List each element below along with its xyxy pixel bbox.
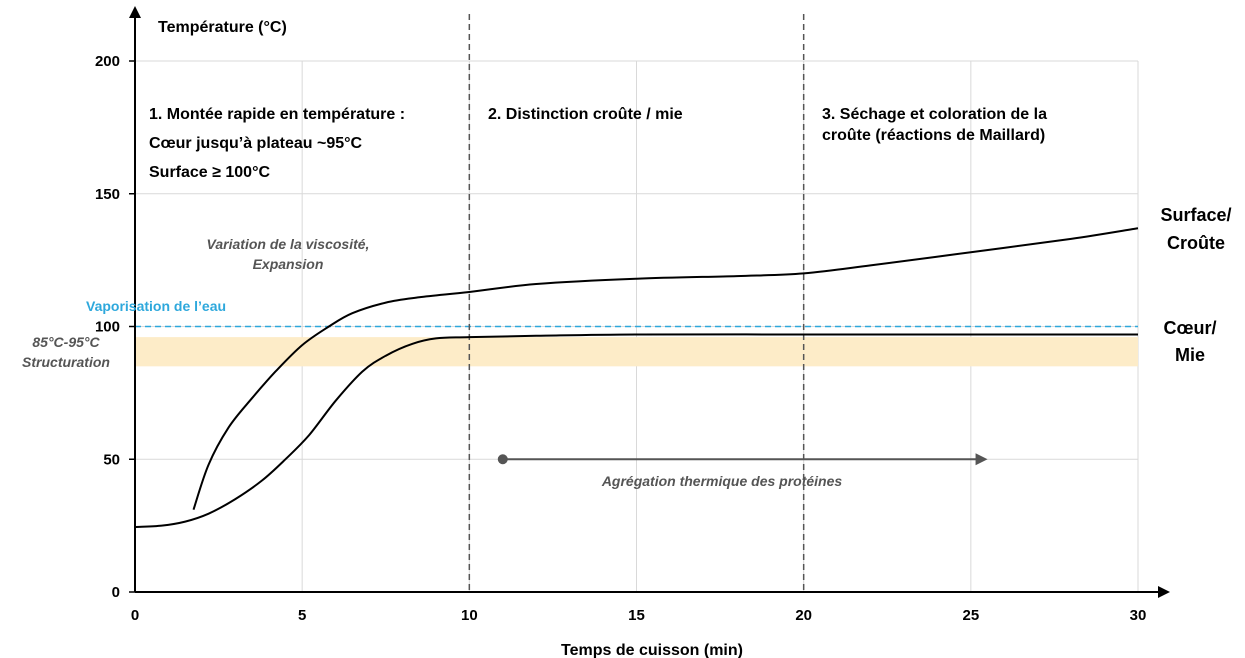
x-axis-arrowhead bbox=[1158, 586, 1170, 598]
y-tick-label: 50 bbox=[103, 451, 120, 468]
aggregation-arrow-start-dot bbox=[497, 454, 508, 465]
y-tick-labels: 0 50 100 150 200 bbox=[95, 53, 135, 601]
series-label-surface-1: Surface/ bbox=[1160, 205, 1231, 225]
viscosity-annotation-line-1: Variation de la viscosité, bbox=[207, 236, 370, 252]
x-tick-label: 5 bbox=[298, 607, 306, 624]
viscosity-annotation-line-2: Expansion bbox=[253, 256, 324, 272]
phase-dividers bbox=[468, 14, 805, 592]
series-lines bbox=[134, 227, 1139, 528]
aggregation-arrow-head bbox=[975, 453, 988, 466]
y-axis-arrowhead bbox=[129, 6, 141, 18]
aggregation-annotation: Agrégation thermique des protéines bbox=[601, 473, 843, 489]
y-tick-label: 200 bbox=[95, 53, 120, 70]
aggregation-arrow bbox=[497, 453, 988, 466]
y-tick-label: 100 bbox=[95, 319, 120, 336]
phase-1-line-3: Surface ≥ 100°C bbox=[149, 164, 270, 181]
phase-2-title: 2. Distinction croûte / mie bbox=[488, 106, 683, 123]
series-label-coeur-2: Mie bbox=[1175, 345, 1205, 365]
x-axis-label: Temps de cuisson (min) bbox=[561, 642, 743, 658]
x-tick-label: 10 bbox=[461, 607, 478, 624]
axes bbox=[129, 6, 1170, 598]
x-tick-label: 30 bbox=[1130, 607, 1147, 624]
y-tick-label: 150 bbox=[95, 186, 120, 203]
band-label-name: Structuration bbox=[22, 354, 110, 370]
phase-1-title: 1. Montée rapide en température : bbox=[149, 106, 405, 123]
y-tick-label: 0 bbox=[112, 584, 120, 601]
series-label-coeur-1: Cœur/ bbox=[1164, 318, 1217, 338]
structuration-band bbox=[135, 337, 1138, 367]
x-tick-label: 0 bbox=[131, 607, 139, 624]
phase-3-line-2: croûte (réactions de Maillard) bbox=[822, 127, 1045, 144]
band-label-range: 85°C-95°C bbox=[32, 334, 100, 350]
vaporisation-label: Vaporisation de l’eau bbox=[86, 298, 226, 314]
phase-3-title: 3. Séchage et coloration de la bbox=[822, 106, 1047, 123]
phase-1-line-2: Cœur jusqu’à plateau ~95°C bbox=[149, 135, 363, 152]
x-tick-label: 20 bbox=[795, 607, 812, 624]
surface-curve bbox=[192, 227, 1139, 511]
y-axis-label: Température (°C) bbox=[158, 19, 287, 36]
x-tick-labels: 0 5 10 15 20 25 30 bbox=[131, 607, 1147, 624]
x-tick-label: 25 bbox=[962, 607, 979, 624]
series-label-surface-2: Croûte bbox=[1167, 233, 1225, 253]
x-tick-label: 15 bbox=[628, 607, 645, 624]
coeur-curve bbox=[134, 333, 1138, 528]
